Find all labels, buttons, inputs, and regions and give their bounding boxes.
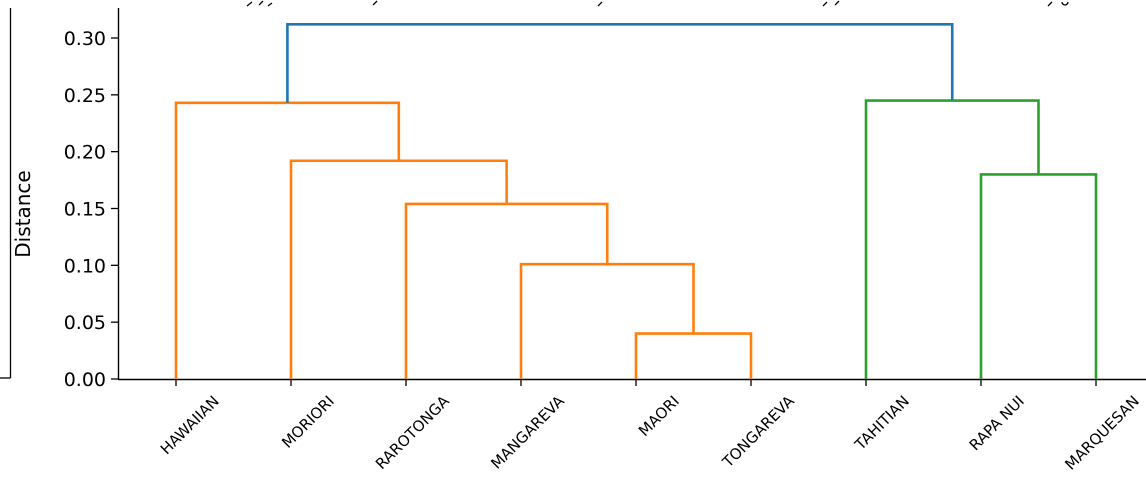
dendrogram-link xyxy=(286,23,954,103)
y-tick-label: 0.15 xyxy=(64,199,106,221)
leaf-label: TAHITIAN xyxy=(851,392,913,454)
leaf-label: RAROTONGA xyxy=(372,392,453,473)
dendrogram-links xyxy=(174,23,1098,379)
dendrogram-link xyxy=(864,99,1040,379)
leaf-label: RAPA NUI xyxy=(966,392,1028,454)
dendrogram-link xyxy=(979,173,1098,379)
leaf-labels: HAWAIIAN MORIORI RAROTONGA MANGAREVA MAORI TO… xyxy=(157,380,1143,474)
dendrogram-link xyxy=(289,159,508,379)
leaf-label: TONGAREVA xyxy=(718,392,798,472)
y-axis-ticks: 0.00 0.05 0.10 0.15 0.20 0.25 0.30 xyxy=(64,28,118,391)
y-tick-label: 0.00 xyxy=(64,369,106,391)
leaf-label: MORIORI xyxy=(278,392,338,452)
leaf-label: MARQUESAN xyxy=(1061,392,1142,473)
y-tick-label: 0.20 xyxy=(64,142,106,164)
leaf-label: MANGAREVA xyxy=(487,392,568,473)
y-tick-label: 0.05 xyxy=(64,312,106,334)
dendrogram-link xyxy=(519,262,695,379)
y-tick-label: 0.10 xyxy=(64,255,106,277)
leaf-label: MAORI xyxy=(635,392,683,440)
clipped-text-fragment xyxy=(246,0,1069,7)
dendrogram-link xyxy=(634,332,753,379)
clipped-edge-artifacts xyxy=(0,0,1069,379)
dendrogram-link xyxy=(174,101,401,379)
dendrogram-link xyxy=(404,202,609,379)
y-tick-label: 0.25 xyxy=(64,85,106,107)
y-tick-label: 0.30 xyxy=(64,28,106,50)
y-axis-label: Distance xyxy=(11,170,35,257)
leaf-label: HAWAIIAN xyxy=(157,392,223,458)
